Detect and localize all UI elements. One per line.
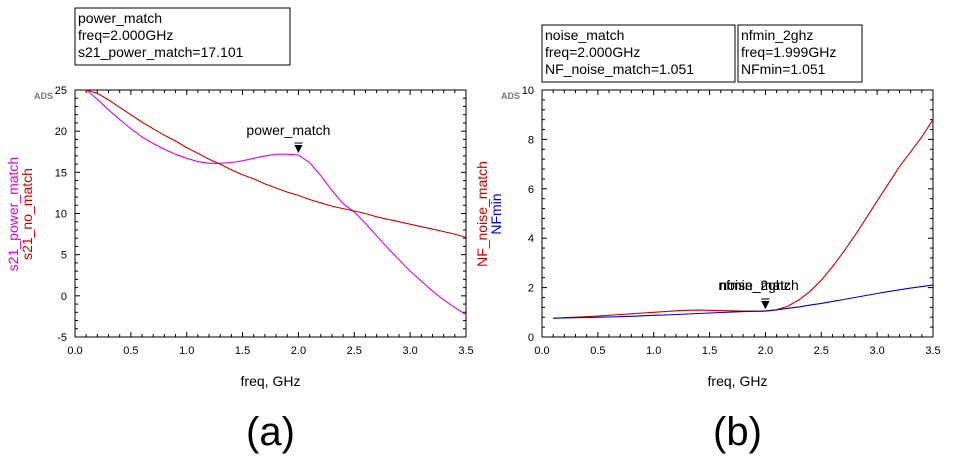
y-axis-label: NFmin [488,193,504,234]
x-tick-label: 1.5 [235,345,250,357]
readout-line: NFmin=1.051 [741,61,826,77]
series-line-s21-no-match [86,89,467,238]
y-tick-label: 2 [528,283,534,295]
readout-line: s21_power_match=17.101 [78,44,244,60]
panel-label: (a) [246,410,295,454]
x-tick-label: 0.5 [123,345,138,357]
marker-label: noise_match [719,277,798,293]
x-tick-label: 1.0 [646,345,661,357]
marker-label: nfmin_2ghz [718,277,790,293]
x-tick-label: 2.0 [291,345,306,357]
y-tick-label: 25 [55,85,67,97]
y-tick-label: 10 [522,85,534,97]
y-tick-label: 4 [528,233,534,245]
x-tick-label: 3.0 [869,345,884,357]
y-tick-label: 8 [528,134,534,146]
panel-a: ADS 0.0 0.5 1.0 1.5 2.0 2.5 3.0 3.5 -5 0 5 10 15 20 25 p… [5,7,474,454]
y-tick-label: 10 [55,209,67,221]
x-tick-label: 2.5 [347,345,362,357]
x-tick-label: 3.0 [402,345,417,357]
panel-b: ADS 0.0 0.5 1.0 1.5 2.0 2.5 3.0 3.5 0 2 4 6 8 10 noise_… [474,24,941,454]
x-tick-label: 0.5 [590,345,605,357]
readout-line: noise_match [545,27,624,43]
y-axis-label: s21_power_match [5,157,21,271]
x-tick-label: 2.5 [814,345,829,357]
x-tick-label: 0.0 [67,345,82,357]
ads-watermark: ADS [501,91,520,101]
marker-readout-box [541,24,736,83]
x-tick-label: 1.0 [179,345,194,357]
x-tick-label: 3.5 [458,345,473,357]
readout-line: freq=2.000GHz [545,44,640,60]
y-tick-label: 0 [61,291,67,303]
y-tick-label: 15 [55,167,67,179]
x-tick-label: 2.0 [758,345,773,357]
y-tick-label: 20 [55,126,67,138]
readout-line: freq=2.000GHz [78,27,173,43]
panel-label: (b) [713,410,762,454]
marker-readout-box [737,24,863,83]
x-axis-label: freq, GHz [708,373,768,389]
readout-line: nfmin_2ghz [741,27,813,43]
y-axis-label: s21_no_match [19,168,35,260]
y-tick-label: 5 [61,250,67,262]
ads-watermark: ADS [34,91,53,101]
series-line-nfmin [553,284,934,319]
x-tick-label: 0.0 [534,345,549,357]
readout-line: power_match [78,10,162,26]
marker-triangle-icon [761,301,770,310]
y-axis-label: NF_noise_match [474,161,490,267]
marker-label: power_match [246,122,330,138]
y-tick-label: 6 [528,184,534,196]
marker-triangle-icon [294,145,303,154]
x-tick-label: 3.5 [925,345,940,357]
readout-line: freq=1.999GHz [741,44,836,60]
marker-readout-box [74,7,291,66]
y-tick-label: -5 [57,332,67,344]
x-tick-label: 1.5 [702,345,717,357]
y-tick-label: 0 [528,332,534,344]
readout-line: NF_noise_match=1.051 [545,61,694,77]
series-line-s21-power-match [85,89,467,316]
x-axis-label: freq, GHz [241,373,301,389]
plot-frame [541,89,934,338]
